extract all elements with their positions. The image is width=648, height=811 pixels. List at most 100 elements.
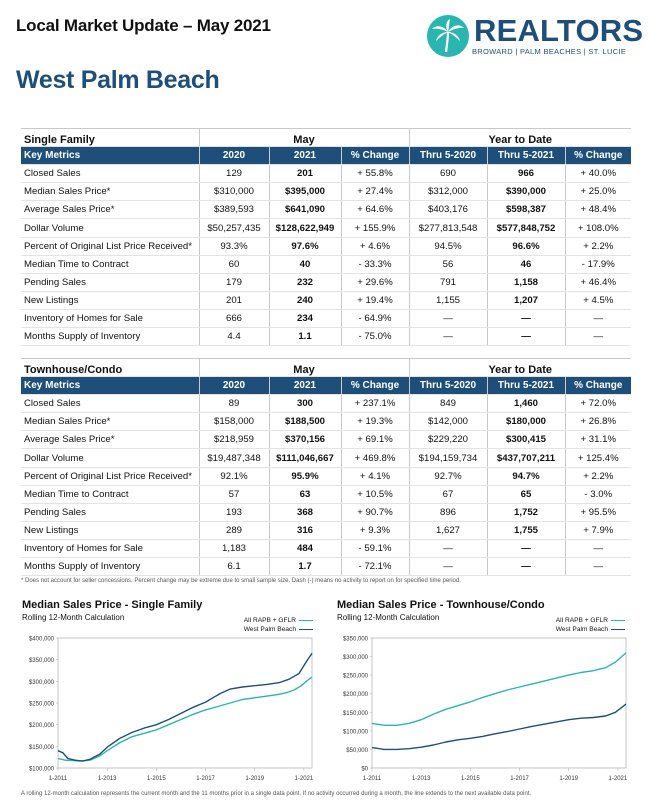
table-row: Median Sales Price* $310,000 $395,000 + 27.… bbox=[21, 182, 632, 202]
y-tick-label: $400,000 bbox=[29, 637, 55, 643]
metric-value: + 72.0% bbox=[565, 394, 632, 414]
table-row: Pending Sales 193 368 + 90.7% 896 1,752 + 95.5… bbox=[21, 503, 632, 522]
metric-value: 92.1% bbox=[199, 467, 270, 486]
column-header-row: Key Metrics 2020 2021 % Change Thru 5-20… bbox=[21, 146, 632, 166]
metric-value: $50,257,435 bbox=[199, 218, 270, 238]
metric-value: $577,848,752 bbox=[487, 218, 566, 238]
metric-value: 40 bbox=[269, 255, 342, 274]
metric-value: 89 bbox=[199, 394, 270, 414]
x-tick-label: 1-2017 bbox=[196, 776, 215, 782]
metric-value: — bbox=[409, 539, 488, 559]
metric-value: — bbox=[565, 309, 632, 329]
y-tick-label: $300,000 bbox=[29, 680, 55, 686]
metric-value: + 31.1% bbox=[565, 430, 632, 450]
column-header: Thru 5-2020 bbox=[409, 376, 488, 396]
metric-value: 1,183 bbox=[199, 539, 270, 559]
metric-value: 1,155 bbox=[409, 291, 488, 310]
legend-swatch bbox=[299, 628, 313, 630]
metric-value: $395,000 bbox=[269, 182, 342, 202]
metric-value: 179 bbox=[199, 273, 270, 292]
median-price-single-family-chart: $100,000 $150,000 $200,000 $250,000 $300,000… bbox=[29, 637, 314, 783]
metric-label: Average Sales Price* bbox=[21, 430, 200, 450]
table-title: Townhouse/Condo bbox=[21, 357, 200, 378]
x-tick-label: 1-2011 bbox=[49, 776, 68, 782]
table-title-row: Townhouse/Condo May Year to Date bbox=[21, 357, 632, 378]
table-title-row: Single Family May Year to Date bbox=[21, 127, 632, 148]
metric-value: + 46.4% bbox=[565, 273, 632, 292]
table-row: Dollar Volume $19,487,348 $111,046,667 + 46… bbox=[21, 448, 632, 468]
x-tick-label: 1-2013 bbox=[412, 776, 431, 782]
metric-value: - 33.3% bbox=[341, 255, 410, 274]
table-row: New Listings 289 316 + 9.3% 1,627 1,755 + 7.9% bbox=[21, 521, 632, 540]
table-title: Single Family bbox=[21, 127, 200, 148]
legend-swatch bbox=[611, 619, 625, 621]
y-tick-label: $0 bbox=[361, 767, 368, 773]
legend-item: All RAPB + GFLR bbox=[200, 616, 313, 625]
metric-value: 193 bbox=[199, 503, 270, 522]
metric-value: — bbox=[487, 539, 566, 559]
metric-value: + 26.8% bbox=[565, 412, 632, 432]
metric-value: 484 bbox=[269, 539, 342, 559]
metric-value: — bbox=[409, 557, 488, 577]
x-tick-label: 1-2011 bbox=[363, 776, 382, 782]
metric-value: + 9.3% bbox=[341, 521, 410, 540]
metric-label: Dollar Volume bbox=[21, 218, 200, 238]
x-tick-label: 1-2013 bbox=[98, 776, 117, 782]
metric-value: + 4.1% bbox=[341, 467, 410, 486]
metric-value: - 72.1% bbox=[341, 557, 410, 577]
y-tick-label: $50,000 bbox=[346, 748, 368, 754]
table-row: Median Time to Contract 60 40- 33.3% 56 46- … bbox=[21, 255, 632, 274]
metric-value: 1,460 bbox=[487, 394, 566, 414]
metric-value: $19,487,348 bbox=[199, 448, 270, 468]
metric-value: 67 bbox=[409, 485, 488, 504]
column-header: 2021 bbox=[269, 146, 342, 166]
x-tick-label: 1-2019 bbox=[559, 776, 578, 782]
metric-value: $158,000 bbox=[199, 412, 270, 432]
table-row: Closed Sales 129 201 + 55.8% 690 966 + 40.0% bbox=[21, 164, 632, 184]
table-row: Median Time to Contract 57 63 + 10.5% 67 65- … bbox=[21, 485, 632, 504]
metric-value: 63 bbox=[269, 485, 342, 504]
legend-label: West Palm Beach bbox=[555, 626, 608, 633]
logo-subtitle: BROWARD | PALM BEACHES | ST. LUCIE bbox=[472, 47, 627, 56]
chart-legend: All RAPB + GFLR West Palm Beach bbox=[200, 616, 313, 634]
table-row: Percent of Original List Price Received*… bbox=[21, 237, 632, 256]
metric-value: $111,046,667 bbox=[269, 448, 342, 468]
metric-value: 666 bbox=[199, 309, 270, 329]
metric-value: 129 bbox=[199, 164, 270, 184]
metric-value: $188,500 bbox=[269, 412, 342, 432]
table-row: Months Supply of Inventory 4.4 1.1- 75.0% —… bbox=[21, 327, 632, 347]
metric-value: 1,752 bbox=[487, 503, 566, 522]
metric-label: Median Sales Price* bbox=[21, 412, 200, 432]
legend-label: All RAPB + GFLR bbox=[243, 617, 296, 624]
metric-value: + 108.0% bbox=[565, 218, 632, 238]
plot-frame bbox=[371, 637, 627, 769]
realtors-logo: REALTORS BROWARD | PALM BEACHES | ST. LU… bbox=[426, 14, 643, 60]
metric-value: 240 bbox=[269, 291, 342, 310]
x-tick-label: 1-2015 bbox=[147, 776, 166, 782]
y-tick-label: $250,000 bbox=[343, 674, 369, 680]
ytd-group-header: Year to Date bbox=[409, 127, 632, 148]
metric-value: — bbox=[487, 557, 566, 577]
y-tick-label: $300,000 bbox=[343, 655, 369, 661]
chart-footnote: A rolling 12-month calculation represent… bbox=[21, 791, 532, 797]
plot-frame bbox=[57, 637, 313, 769]
metric-value: $437,707,211 bbox=[487, 448, 566, 468]
y-tick-label: $150,000 bbox=[343, 711, 369, 717]
metric-value: — bbox=[409, 309, 488, 329]
metric-value: $218,959 bbox=[199, 430, 270, 450]
metric-value: - 75.0% bbox=[341, 327, 410, 347]
metric-value: 791 bbox=[409, 273, 488, 292]
column-header: % Change bbox=[565, 376, 632, 396]
metric-value: 201 bbox=[269, 164, 342, 184]
table-row: Inventory of Homes for Sale 1,183 484- 59.… bbox=[21, 539, 632, 559]
metric-value: 56 bbox=[409, 255, 488, 274]
metric-value: $370,156 bbox=[269, 430, 342, 450]
metric-value: $312,000 bbox=[409, 182, 488, 202]
metric-value: + 40.0% bbox=[565, 164, 632, 184]
metric-value: $142,000 bbox=[409, 412, 488, 432]
table-row: Inventory of Homes for Sale 666 234- 64.9%… bbox=[21, 309, 632, 329]
metric-label: New Listings bbox=[21, 291, 200, 310]
metric-value: 368 bbox=[269, 503, 342, 522]
series-line-west-palm-beach bbox=[371, 703, 627, 751]
metric-value: + 95.5% bbox=[565, 503, 632, 522]
